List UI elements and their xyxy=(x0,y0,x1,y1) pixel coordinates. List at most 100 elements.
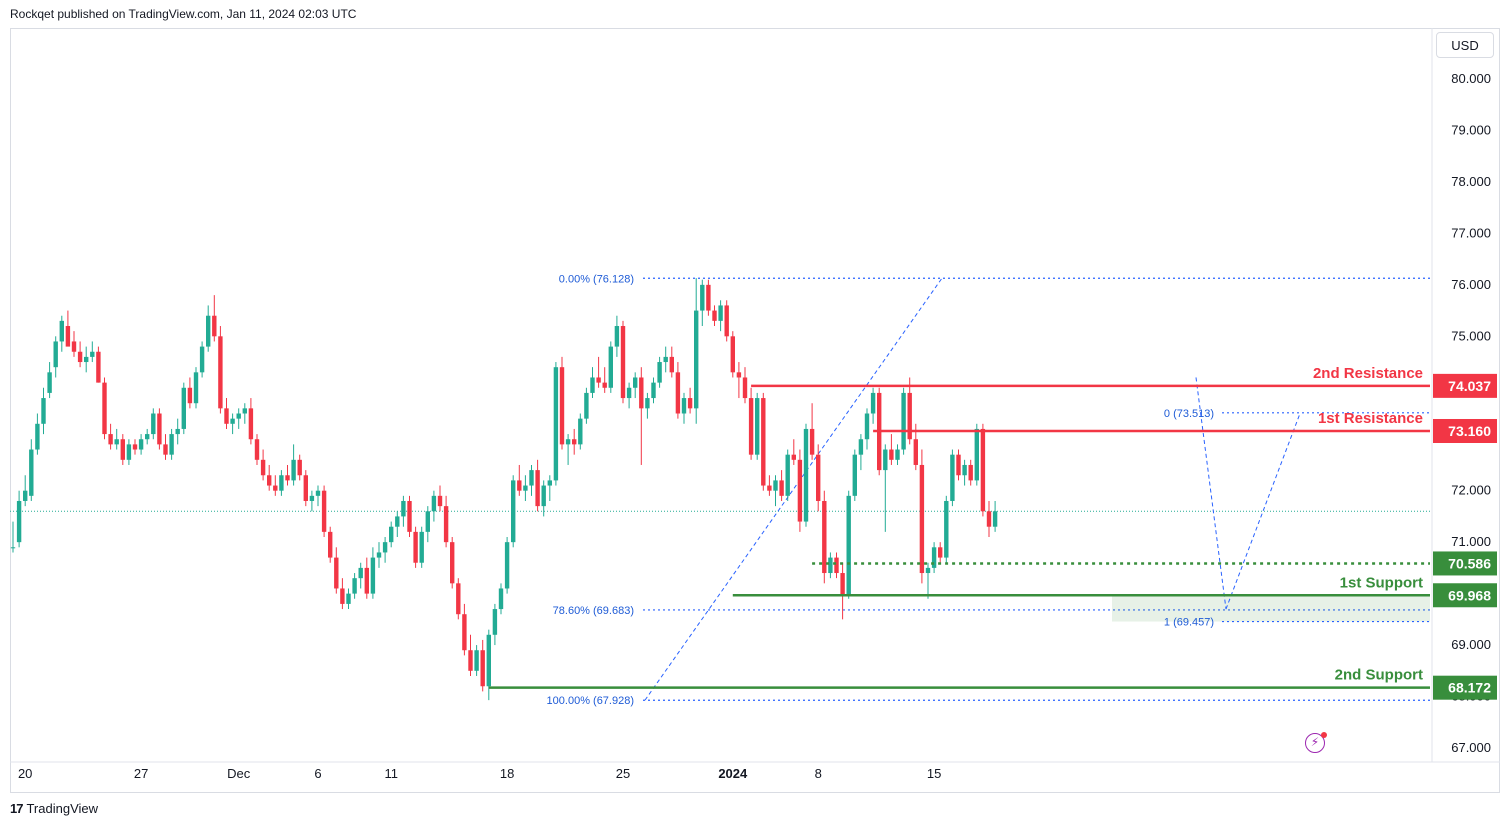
candle-body xyxy=(41,398,46,424)
lightning-icon[interactable]: ⚡ xyxy=(1305,732,1327,753)
candle-body xyxy=(651,382,656,399)
candle-body xyxy=(535,470,540,507)
candle-body xyxy=(443,506,449,543)
candle-body xyxy=(29,449,34,496)
x-tick-label: 27 xyxy=(134,766,148,781)
support-price-tag-label: 68.172 xyxy=(1448,680,1491,696)
candle-body xyxy=(474,650,479,671)
candle-body xyxy=(346,593,351,604)
candle-body xyxy=(700,284,705,311)
candle-body xyxy=(712,310,717,321)
candle-body xyxy=(834,557,839,574)
x-tick-label: 20 xyxy=(18,766,32,781)
candle-body xyxy=(901,392,906,450)
candle-body xyxy=(47,372,52,393)
candle-body xyxy=(657,362,662,383)
candle-body xyxy=(193,372,199,404)
candle-body xyxy=(681,398,687,414)
fib-level-label: 78.60% (69.683) xyxy=(553,605,634,617)
candle-body xyxy=(358,567,363,579)
candle-body xyxy=(120,439,125,460)
currency-button[interactable]: USD xyxy=(1436,32,1494,58)
candle-body xyxy=(163,444,168,455)
x-tick-label: 6 xyxy=(314,766,321,781)
resistance-level-label: 1st Resistance xyxy=(1318,410,1423,427)
candle-body xyxy=(529,470,534,486)
candle-body xyxy=(724,305,729,337)
candle-body xyxy=(181,387,186,429)
candle-body xyxy=(96,351,101,383)
candle-body xyxy=(230,418,235,424)
x-tick-label: Dec xyxy=(227,766,251,781)
resistance-level-label: 2nd Resistance xyxy=(1313,365,1423,382)
candle-body xyxy=(773,480,778,491)
fib-level-label: 0 (73.513) xyxy=(1164,408,1214,420)
candle-body xyxy=(486,634,491,687)
footer-brand[interactable]: 17 TradingView xyxy=(10,801,98,816)
candle-body xyxy=(840,573,845,596)
candle-body xyxy=(883,449,888,471)
y-tick-label: 80.000 xyxy=(1451,71,1491,86)
candle-body xyxy=(65,326,71,347)
candle-body xyxy=(84,356,89,363)
candle-body xyxy=(907,392,912,440)
y-tick-label: 71.000 xyxy=(1451,534,1491,549)
candle-body xyxy=(480,650,485,687)
candle-body xyxy=(297,459,302,476)
fib-trend-line xyxy=(644,277,943,701)
candle-body xyxy=(328,531,333,558)
candle-body xyxy=(407,500,412,532)
tradingview-logo-icon: 17 xyxy=(10,801,24,816)
y-tick-label: 77.000 xyxy=(1451,225,1491,240)
support-level-label: 1st Support xyxy=(1340,574,1423,591)
candle-body xyxy=(151,413,156,435)
candle-body xyxy=(706,284,711,311)
candle-body xyxy=(895,449,900,460)
candle-body xyxy=(742,377,748,399)
candle-body xyxy=(450,542,455,584)
resistance-price-tag-label: 73.160 xyxy=(1448,423,1491,439)
candle-body xyxy=(614,326,620,347)
candle-body xyxy=(608,346,613,388)
candle-body xyxy=(340,588,345,604)
candle-body xyxy=(590,377,595,393)
footer-brand-label: TradingView xyxy=(26,801,99,816)
candle-body xyxy=(633,377,638,388)
candle-body xyxy=(175,428,180,435)
candle-body xyxy=(761,398,766,486)
candle-body xyxy=(468,650,473,671)
candle-body xyxy=(382,542,388,553)
candle-body xyxy=(944,500,949,558)
candle-body xyxy=(279,475,284,491)
y-tick-label: 75.000 xyxy=(1451,328,1491,343)
y-tick-label: 76.000 xyxy=(1451,277,1491,292)
candle-body xyxy=(779,480,784,496)
chart-frame xyxy=(10,28,1500,793)
candle-body xyxy=(828,557,833,574)
candle-body xyxy=(675,372,681,414)
candle-body xyxy=(858,439,864,455)
candle-body xyxy=(846,495,851,596)
candle-body xyxy=(77,351,83,363)
candle-body xyxy=(376,552,382,558)
support-price-tag xyxy=(1433,583,1497,608)
candle-body xyxy=(962,464,967,476)
candle-body xyxy=(53,341,58,368)
candle-body xyxy=(718,305,723,321)
candle-body xyxy=(925,567,931,574)
candle-body xyxy=(242,408,247,414)
candle-body xyxy=(169,434,174,455)
candle-body xyxy=(809,428,815,455)
candle-body xyxy=(980,428,986,512)
candle-body xyxy=(212,315,217,337)
candle-body xyxy=(797,459,803,522)
candle-body xyxy=(620,326,626,399)
candle-body xyxy=(315,490,321,496)
candle-body xyxy=(645,398,650,409)
candle-body xyxy=(218,336,223,409)
candle-body xyxy=(431,495,437,512)
candle-body xyxy=(138,439,144,450)
support-zone xyxy=(1112,595,1430,622)
candle-body xyxy=(694,310,699,409)
